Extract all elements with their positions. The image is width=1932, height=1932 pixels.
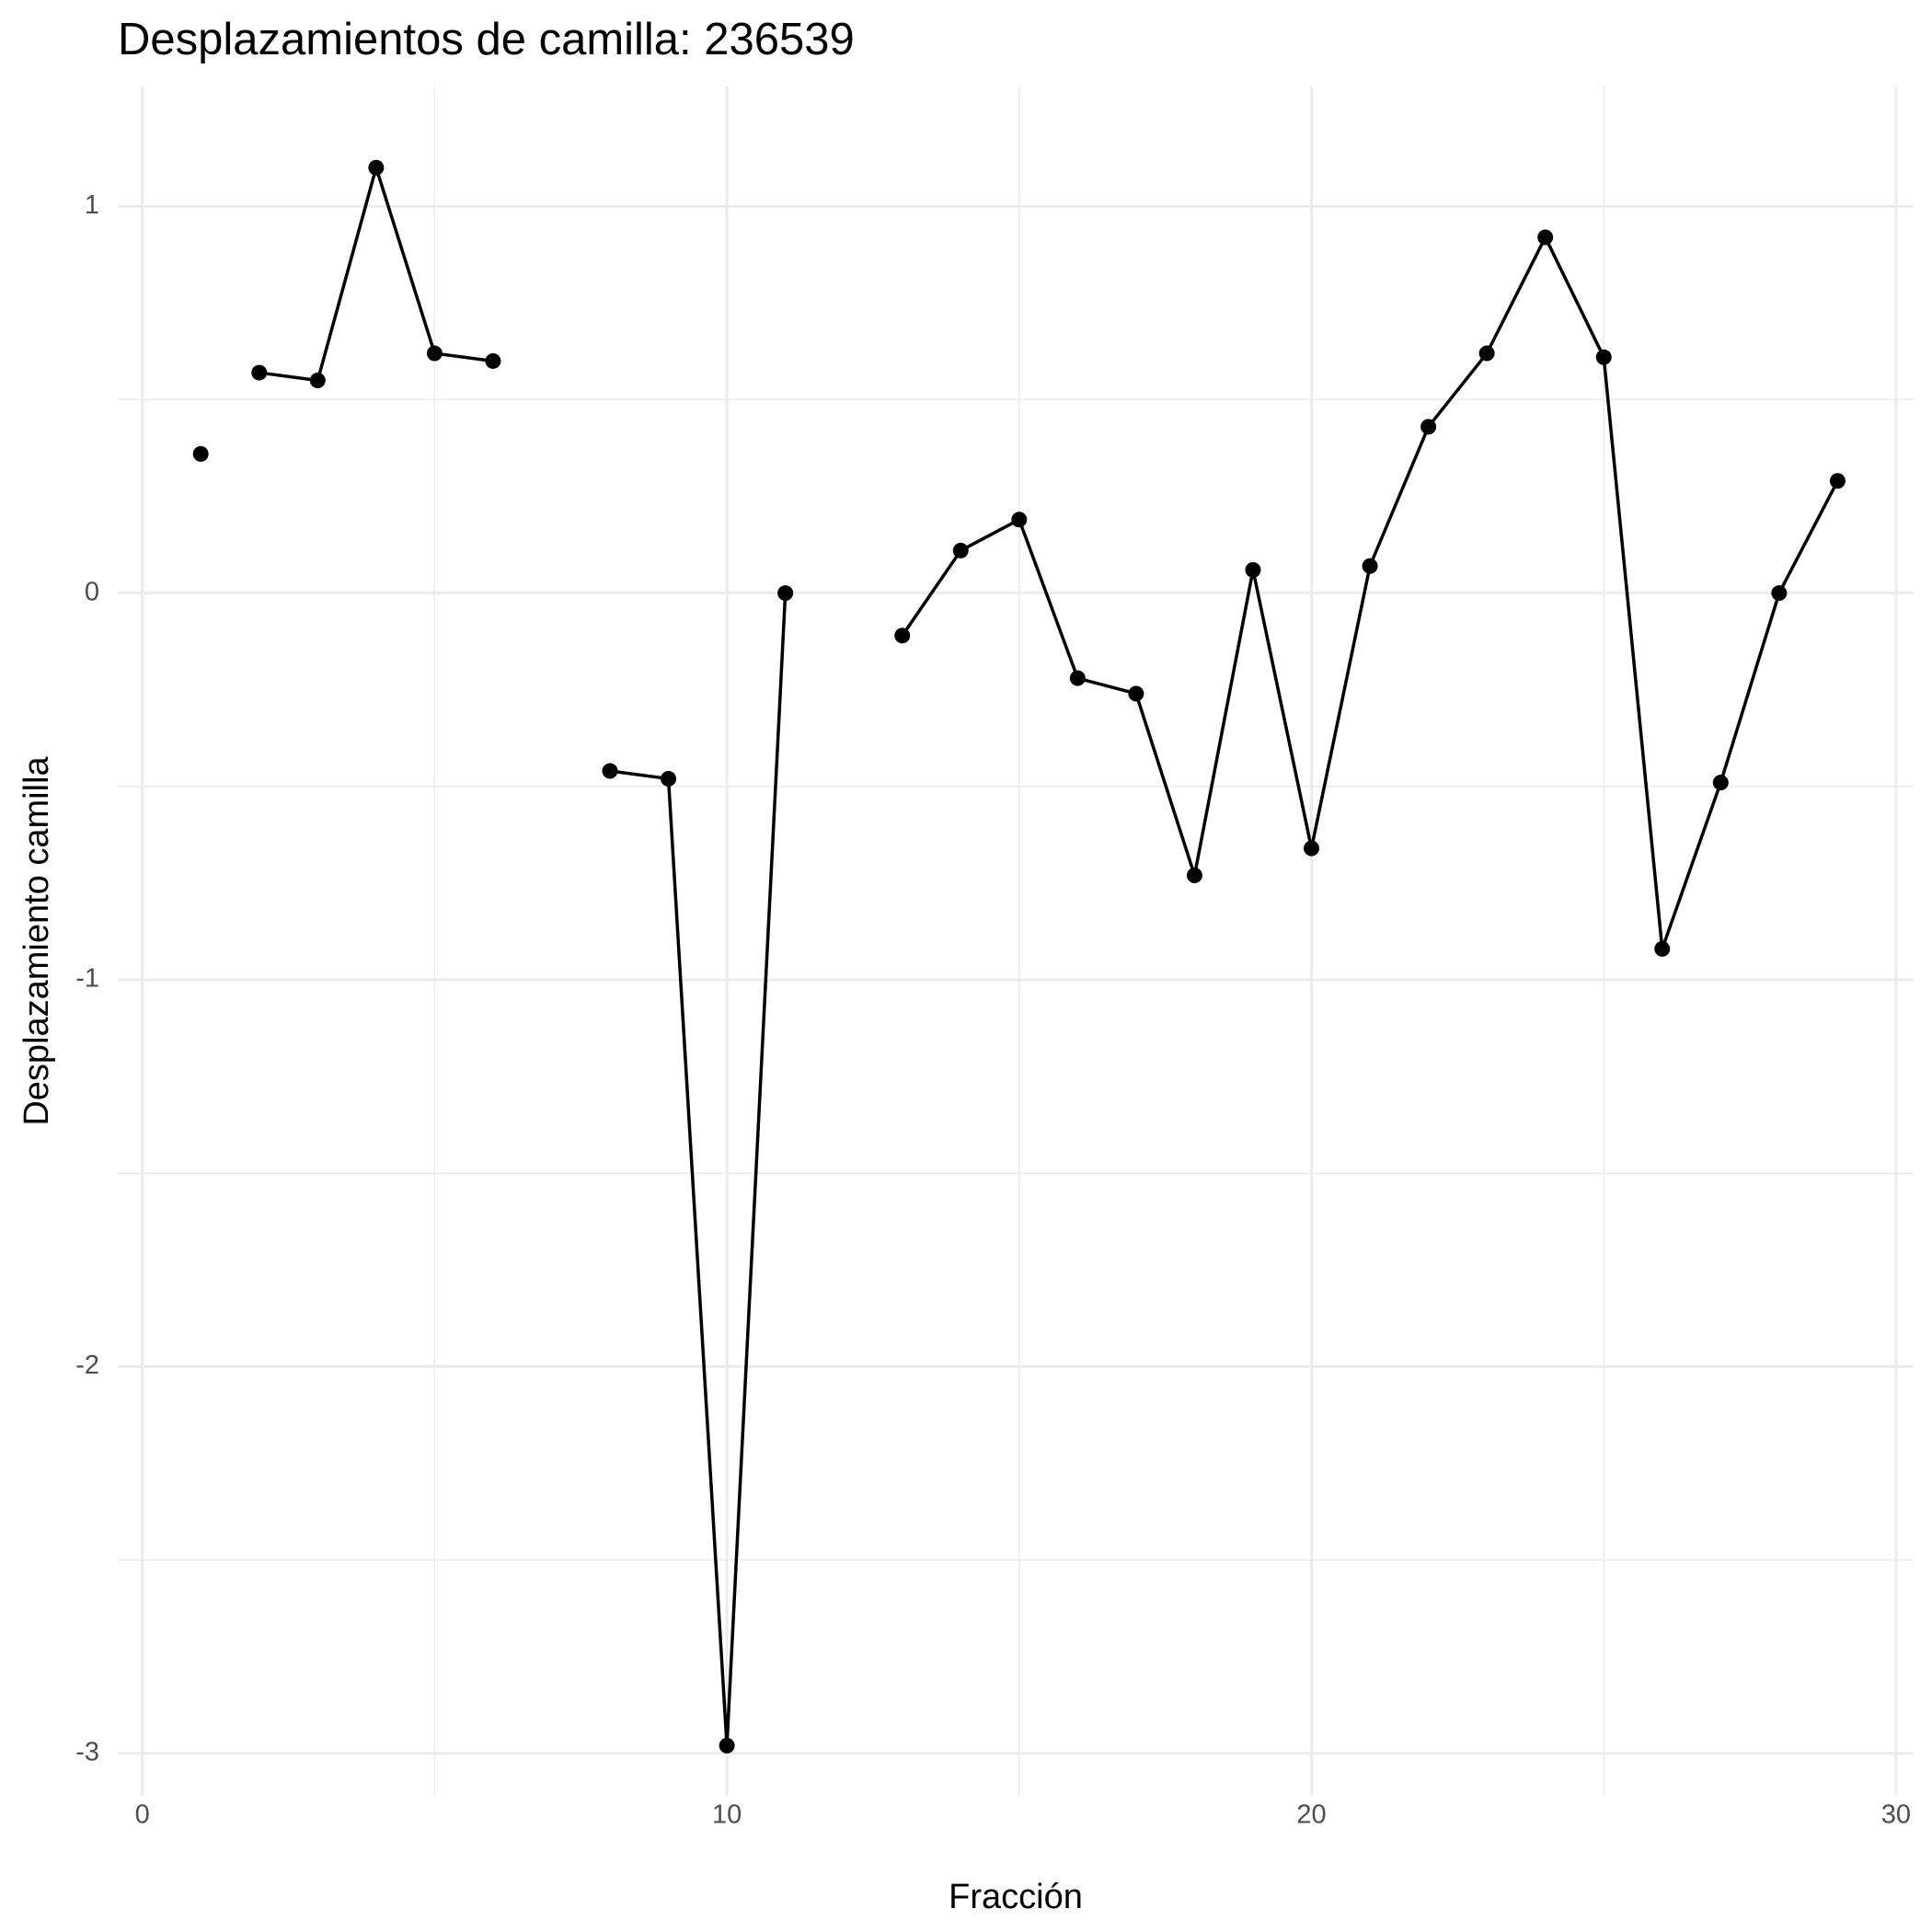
y-tick-label: -2: [75, 1351, 99, 1380]
y-tick-label: -3: [75, 1737, 99, 1766]
y-axis-title: Desplazamiento camilla: [17, 756, 56, 1126]
x-tick-label: 20: [1296, 1800, 1326, 1830]
data-point: [1537, 229, 1554, 246]
data-point: [1771, 585, 1788, 602]
data-point: [309, 372, 326, 388]
x-tick-label: 30: [1881, 1800, 1911, 1830]
data-point: [777, 585, 794, 602]
data-point: [1420, 419, 1437, 435]
x-tick-label: 0: [135, 1800, 150, 1830]
y-tick-label: 1: [85, 190, 99, 220]
data-point: [1304, 840, 1320, 857]
data-point: [426, 345, 443, 362]
data-point: [1186, 868, 1202, 884]
data-point: [719, 1737, 735, 1754]
chart-title: Desplazamientos de camilla: 236539: [118, 15, 855, 64]
data-point: [1245, 561, 1261, 578]
data-point: [602, 763, 618, 779]
data-point: [192, 445, 209, 462]
data-point: [1069, 670, 1086, 686]
data-point: [894, 627, 911, 644]
data-point: [485, 352, 501, 369]
data-point: [251, 364, 268, 381]
y-tick-label: -1: [75, 964, 99, 994]
x-axis-title: Fracción: [949, 1878, 1083, 1916]
data-point: [1478, 345, 1495, 362]
x-tick-label: 10: [712, 1800, 742, 1830]
data-point: [1595, 349, 1612, 365]
data-point: [1654, 940, 1671, 957]
data-point: [1362, 558, 1378, 574]
data-line: [259, 166, 1839, 1748]
data-point: [1011, 512, 1028, 528]
data-point: [1712, 775, 1729, 791]
data-point: [661, 770, 677, 787]
y-tick-label: 0: [85, 577, 99, 606]
data-point: [952, 542, 969, 558]
data-point: [368, 159, 385, 176]
data-point: [1128, 685, 1144, 702]
data-point: [1829, 473, 1846, 489]
